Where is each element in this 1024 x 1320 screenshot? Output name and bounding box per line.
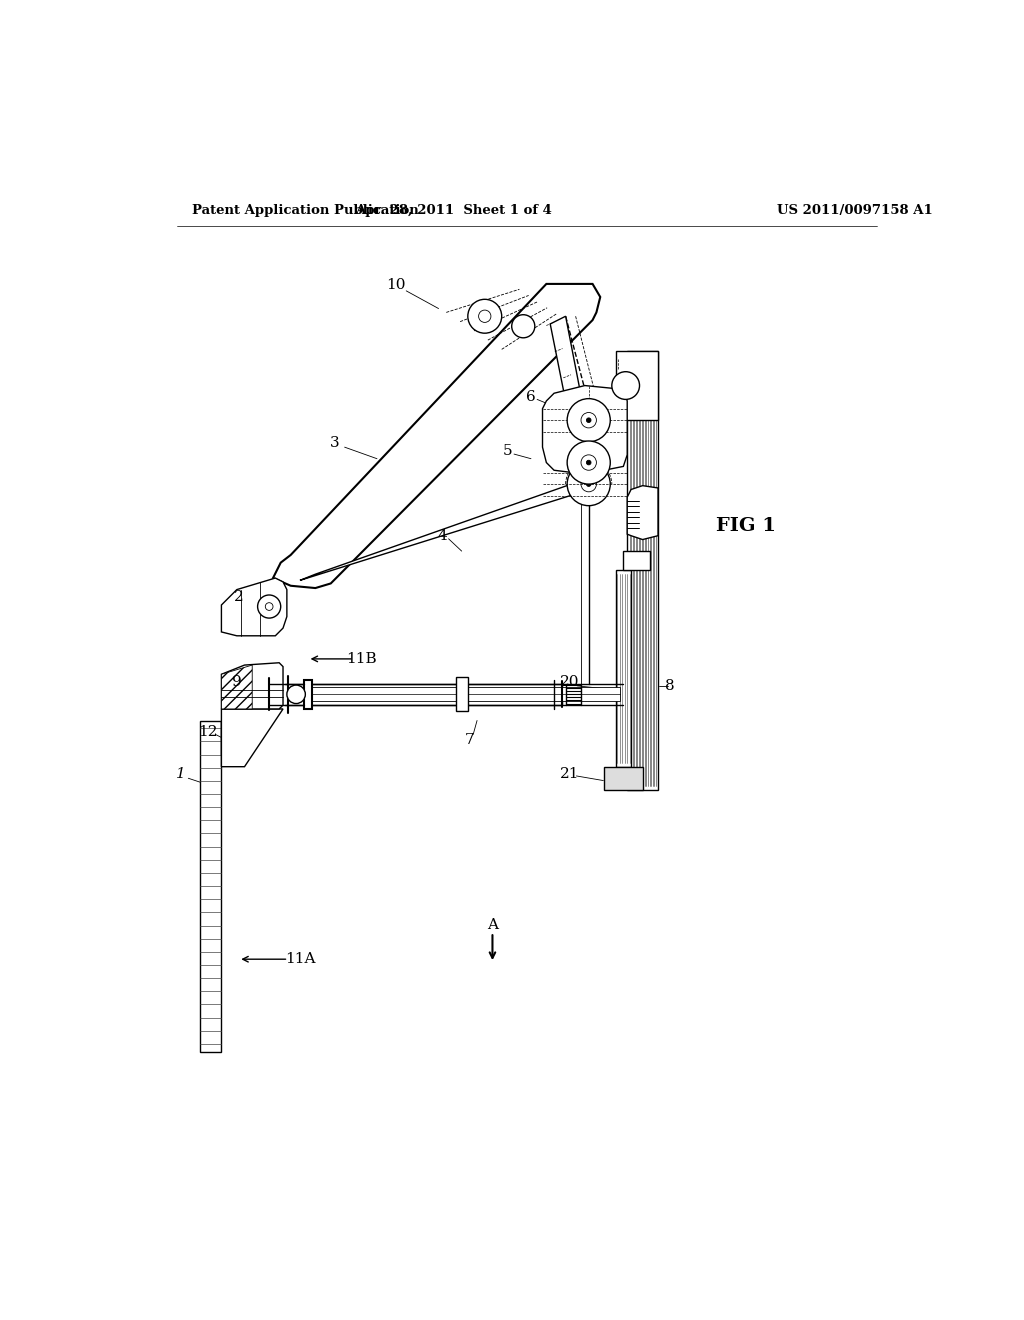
Text: 11A: 11A <box>285 952 315 966</box>
Circle shape <box>587 482 591 487</box>
Text: 2: 2 <box>233 590 244 605</box>
Circle shape <box>265 603 273 610</box>
Polygon shape <box>221 721 241 755</box>
Polygon shape <box>221 709 283 767</box>
Polygon shape <box>200 721 221 1052</box>
Text: Patent Application Publication: Patent Application Publication <box>193 205 419 218</box>
Text: 10: 10 <box>386 279 406 293</box>
Text: 20: 20 <box>560 675 580 689</box>
Circle shape <box>512 314 535 338</box>
Circle shape <box>567 399 610 442</box>
Text: 21: 21 <box>560 767 580 781</box>
Text: 4: 4 <box>437 529 447 543</box>
Circle shape <box>478 310 490 322</box>
Polygon shape <box>221 663 283 709</box>
Polygon shape <box>615 570 631 767</box>
Circle shape <box>581 477 596 492</box>
Polygon shape <box>307 688 620 701</box>
Circle shape <box>567 462 610 506</box>
Text: 11B: 11B <box>346 652 377 665</box>
Text: Apr. 28, 2011  Sheet 1 of 4: Apr. 28, 2011 Sheet 1 of 4 <box>355 205 552 218</box>
Polygon shape <box>273 284 600 589</box>
Text: 7: 7 <box>465 733 474 747</box>
Text: 5: 5 <box>503 444 513 458</box>
Polygon shape <box>221 665 252 709</box>
Text: 9: 9 <box>232 675 242 689</box>
Text: FIG 1: FIG 1 <box>716 517 776 536</box>
Circle shape <box>587 461 591 465</box>
Polygon shape <box>615 351 658 420</box>
Circle shape <box>611 372 640 400</box>
Circle shape <box>468 300 502 333</box>
Circle shape <box>258 595 281 618</box>
Text: 6: 6 <box>526 391 536 404</box>
Text: A: A <box>487 917 498 932</box>
Circle shape <box>581 412 596 428</box>
Circle shape <box>581 455 596 470</box>
Circle shape <box>287 685 305 704</box>
Polygon shape <box>221 578 287 636</box>
Circle shape <box>567 441 610 484</box>
Text: 12: 12 <box>198 725 217 739</box>
Text: 3: 3 <box>330 437 339 450</box>
Circle shape <box>587 418 591 422</box>
Polygon shape <box>604 767 643 789</box>
Polygon shape <box>550 317 593 459</box>
Polygon shape <box>307 684 562 705</box>
Polygon shape <box>628 351 658 789</box>
Polygon shape <box>456 677 468 711</box>
Text: 8: 8 <box>665 678 675 693</box>
Polygon shape <box>300 478 589 581</box>
Text: 1: 1 <box>176 767 185 781</box>
Polygon shape <box>543 385 628 474</box>
Polygon shape <box>304 680 311 709</box>
Polygon shape <box>624 552 650 570</box>
Text: US 2011/0097158 A1: US 2011/0097158 A1 <box>777 205 933 218</box>
Polygon shape <box>628 486 658 540</box>
